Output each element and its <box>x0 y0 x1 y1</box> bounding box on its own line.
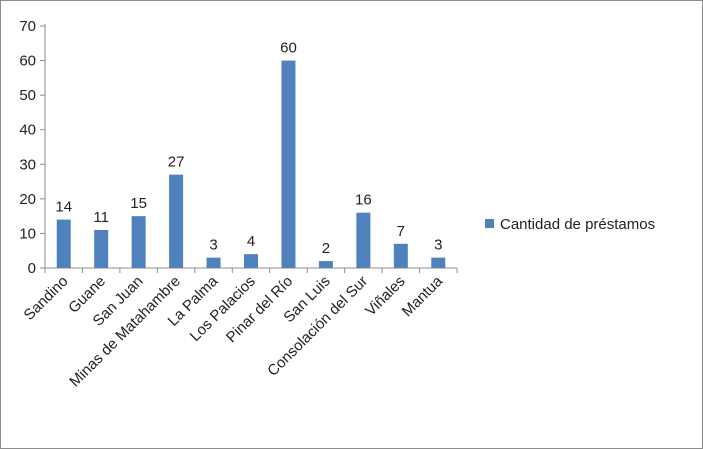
data-label: 60 <box>280 40 297 57</box>
data-label: 2 <box>322 240 330 257</box>
y-tick-label: 50 <box>19 87 36 104</box>
y-axis-ticks: 0 10 20 30 40 50 60 70 <box>19 18 45 277</box>
bar <box>356 212 371 268</box>
y-tick-label: 40 <box>19 122 36 139</box>
data-labels: 14 11 15 27 3 4 60 2 16 7 3 <box>55 40 442 258</box>
bar <box>94 229 109 268</box>
data-label: 4 <box>247 233 255 250</box>
bar <box>56 219 71 268</box>
data-label: 3 <box>209 237 217 254</box>
bar <box>206 257 221 268</box>
data-label: 15 <box>130 195 147 212</box>
legend: Cantidad de préstamos <box>485 216 655 233</box>
bar <box>318 261 333 268</box>
bar <box>281 60 296 269</box>
y-tick-label: 70 <box>19 18 36 35</box>
data-label: 27 <box>168 154 185 171</box>
category-label: Mantua <box>399 272 447 320</box>
data-label: 16 <box>355 192 372 209</box>
bar-series <box>56 60 446 269</box>
y-tick-label: 0 <box>28 260 36 277</box>
category-label: Sandino <box>21 273 72 324</box>
bar <box>393 243 408 268</box>
legend-label: Cantidad de préstamos <box>500 216 655 233</box>
chart-axes <box>44 24 458 273</box>
data-label: 11 <box>93 209 109 226</box>
y-tick-label: 10 <box>19 225 36 242</box>
y-tick-label: 30 <box>19 156 36 173</box>
y-tick-label: 60 <box>19 53 36 70</box>
bar <box>131 216 146 268</box>
data-label: 14 <box>55 199 72 216</box>
bar <box>431 257 446 268</box>
legend-swatch <box>485 219 494 228</box>
data-label: 3 <box>434 237 442 254</box>
y-tick-label: 20 <box>19 191 36 208</box>
data-label: 7 <box>397 223 405 240</box>
bar <box>169 174 184 268</box>
bar <box>244 254 258 268</box>
